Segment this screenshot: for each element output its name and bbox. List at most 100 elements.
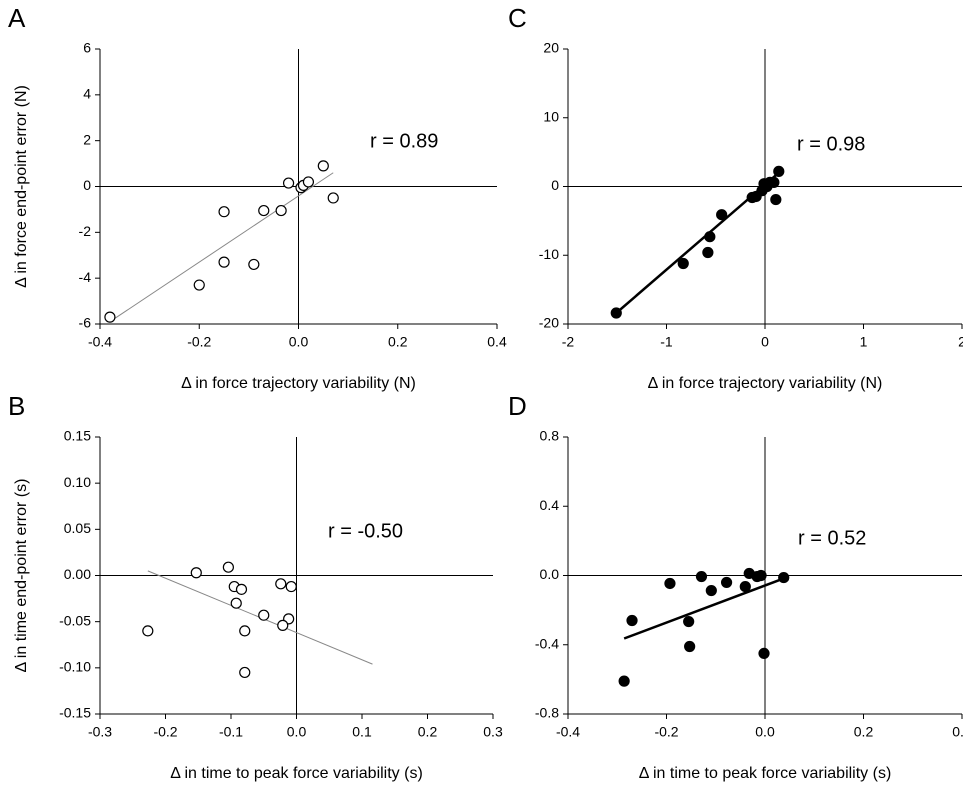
x-axis-title: Δ in force trajectory variability (N) — [648, 375, 883, 392]
x-axis-title: Δ in time to peak force variability (s) — [170, 765, 423, 782]
y-tick-label: 0.05 — [64, 520, 91, 536]
panel-label: D — [508, 391, 527, 421]
y-tick-label: -0.8 — [535, 705, 559, 721]
x-tick-label: -0.2 — [187, 334, 211, 350]
point — [720, 576, 733, 589]
x-tick-label: 0.4 — [952, 724, 963, 740]
annotation: r = 0.98 — [797, 133, 865, 155]
point — [275, 578, 287, 590]
y-tick-label: 2 — [83, 131, 91, 147]
point — [190, 567, 202, 579]
y-tick-label: -0.15 — [59, 705, 91, 721]
point — [222, 561, 234, 573]
x-tick-label: 0.2 — [854, 724, 874, 740]
y-tick-label: 0.8 — [540, 428, 560, 444]
point — [277, 619, 289, 631]
point — [282, 177, 295, 189]
point — [142, 625, 154, 637]
x-tick-label: -1 — [660, 334, 673, 350]
point — [755, 569, 767, 582]
point — [317, 160, 329, 172]
point — [695, 570, 708, 583]
point — [716, 209, 728, 221]
point — [704, 231, 716, 243]
x-tick-label: 0.0 — [289, 334, 309, 350]
point — [705, 584, 717, 597]
point — [285, 580, 297, 593]
y-tick-label: -6 — [79, 315, 92, 331]
panel-label: C — [508, 3, 527, 33]
y-tick-label: 10 — [543, 108, 559, 124]
fit-line — [109, 172, 334, 323]
x-tick-label: -0.1 — [219, 724, 243, 740]
point — [193, 279, 205, 291]
x-tick-label: 0.1 — [352, 724, 372, 740]
y-tick-label: -0.10 — [59, 659, 91, 675]
point — [684, 640, 696, 653]
y-tick-label: 0.0 — [540, 566, 560, 582]
x-axis-title: Δ in time to peak force variability (s) — [639, 765, 892, 782]
x-tick-label: 0.0 — [287, 724, 307, 740]
x-tick-label: 2 — [958, 334, 963, 350]
y-tick-label: -0.05 — [59, 612, 91, 628]
point — [610, 307, 622, 319]
point — [275, 204, 287, 217]
point — [104, 311, 116, 323]
y-tick-label: 0 — [83, 177, 91, 193]
point — [235, 583, 248, 595]
y-tick-label: -10 — [539, 246, 559, 262]
x-tick-label: -0.4 — [88, 334, 112, 350]
x-tick-label: -0.3 — [88, 724, 112, 740]
point — [618, 675, 630, 687]
x-tick-label: -0.4 — [556, 724, 580, 740]
point — [770, 193, 782, 206]
y-axis-title: Δ in time end-point error (s) — [13, 479, 30, 673]
x-tick-label: 0.2 — [418, 724, 438, 740]
point — [302, 176, 315, 188]
point — [258, 609, 270, 621]
panel-label: B — [8, 391, 25, 421]
x-tick-label: 0.0 — [755, 724, 775, 740]
y-tick-label: 0.15 — [64, 428, 91, 444]
fit-line — [623, 577, 785, 640]
x-tick-label: -2 — [562, 334, 575, 350]
y-tick-label: 20 — [543, 40, 559, 56]
y-tick-label: -0.4 — [535, 635, 559, 651]
point — [778, 571, 790, 584]
point — [626, 614, 638, 627]
point — [230, 597, 242, 609]
point — [773, 165, 785, 177]
annotation: r = 0.52 — [798, 527, 866, 549]
point — [218, 206, 230, 218]
panel-label: A — [8, 3, 26, 33]
point — [739, 580, 751, 593]
point — [248, 258, 260, 271]
x-tick-label: 0.3 — [483, 724, 503, 740]
point — [218, 256, 230, 268]
x-axis-title: Δ in force trajectory variability (N) — [181, 375, 416, 392]
point — [258, 204, 270, 217]
point — [677, 257, 689, 270]
x-tick-label: 0 — [761, 334, 769, 350]
point — [768, 176, 780, 188]
y-tick-label: 0 — [551, 177, 559, 193]
point — [683, 615, 695, 628]
x-tick-label: 0.2 — [388, 334, 408, 350]
point — [239, 625, 251, 637]
y-tick-label: -20 — [539, 315, 559, 331]
point — [664, 577, 676, 590]
point — [758, 647, 770, 660]
point — [702, 246, 714, 259]
y-tick-label: -2 — [79, 223, 92, 239]
point — [327, 192, 339, 204]
y-axis-title: Δ in force end-point error (N) — [13, 85, 30, 288]
point — [239, 666, 251, 679]
y-tick-label: 4 — [83, 86, 91, 102]
y-tick-label: 0.10 — [64, 474, 91, 490]
y-tick-label: 6 — [83, 40, 91, 56]
annotation: r = -0.50 — [328, 520, 403, 542]
annotation: r = 0.89 — [370, 130, 438, 152]
x-tick-label: 1 — [860, 334, 868, 350]
x-tick-label: 0.4 — [487, 334, 507, 350]
